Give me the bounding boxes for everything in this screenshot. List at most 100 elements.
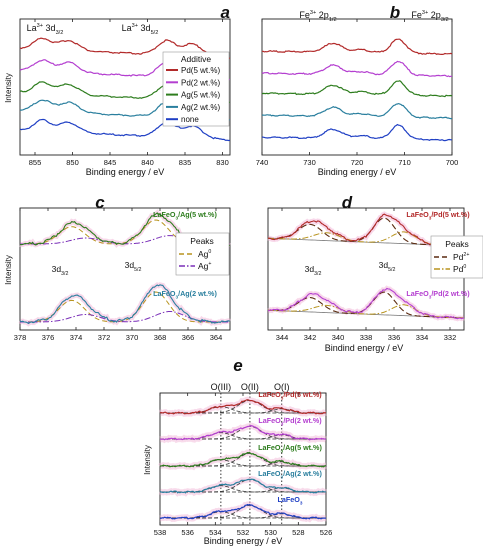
x-axis-label-e: Binding energy / eV [204,536,283,546]
legend-label-c: Ag+ [198,261,211,271]
legend-label-ag2: Ag(2 wt.%) [181,103,220,112]
guide-label: O(III) [211,382,232,392]
series-line-pd2 [267,287,465,320]
y-axis-label-c: Intensity [4,255,13,285]
series-name-pd2: LaFeO3/Pd(2 wt.%) [258,416,322,427]
x-tick-label: 720 [351,158,364,167]
series-name-pd5: LaFeO3/Pd(5 wt.%) [406,210,470,221]
x-tick-label: 378 [14,333,27,342]
panel-e: 538 536 534 532 530 528 526 e Intensity Binding e… [143,356,332,546]
panel-label-d: d [342,193,353,212]
x-tick-label: 835 [179,158,192,167]
series-line-none [19,118,231,142]
series-glow [159,500,327,523]
legend-box-a [162,51,230,127]
series-line-ag5 [261,80,453,98]
series-line-pd2 [159,424,327,441]
series-line-ag2 [19,284,231,325]
legend-label-ag5: Ag(5 wt.%) [181,91,220,100]
guide-label: O(II) [241,382,259,392]
x-tick-label: 532 [237,528,250,537]
plot-frame [19,207,231,331]
fit-ag-plus [20,311,230,323]
x-tick-label: 336 [388,333,401,342]
legend-d: Peaks Pd2+ Pd0 [430,235,483,279]
legend-label-pd5: Pd(5 wt.%) [181,66,220,75]
x-tick-label: 340 [332,333,345,342]
panel-c: 378 376 374 372 370 368 366 364 c Intensity 3d3/2 3… [4,193,231,342]
x-tick-label: 370 [126,333,139,342]
series-line-pd5 [19,37,231,60]
legend-label-d: Pd0 [453,264,466,274]
legend-box-c [175,232,230,276]
peak-label-pd-3d32: 3d3/2 [305,264,322,277]
series-line-none [261,123,452,142]
x-tick-label: 528 [292,528,305,537]
x-tick-label: 374 [70,333,83,342]
x-tick-label: 526 [320,528,333,537]
baseline [267,309,465,319]
panel-b: 740 730 720 710 700 b Fe3+ 2p1/2 Fe3+ 2p3/2 Bind… [256,3,459,177]
series-name-ag2: LaFeO3/Ag(2 wt.%) [153,289,217,300]
x-tick-label: 334 [416,333,429,342]
series-name-ag5: LaFeO3/Ag(5 wt.%) [153,210,217,221]
x-tick-label: 534 [209,528,222,537]
series-line-ag2 [159,478,327,494]
x-tick-label: 376 [42,333,55,342]
legend-label-c: Ag0 [198,249,211,259]
legend-title-a: Additive [181,54,212,64]
x-axis-label-a: Binding energy / eV [86,167,165,177]
peak-label-ag-3d32: 3d3/2 [52,264,69,277]
x-tick-label: 710 [398,158,411,167]
x-tick-label: 366 [182,333,195,342]
series-name-none: LaFeO3 [278,495,303,506]
plot-frame [19,18,231,156]
x-tick-label: 372 [98,333,111,342]
y-axis-label-e: Intensity [143,445,152,475]
x-tick-label: 368 [154,333,167,342]
x-tick-label: 845 [104,158,117,167]
legend-label-pd2: Pd(2 wt.%) [181,78,220,87]
panel-a: 855 850 845 840 835 830 a La3+ 3d3/2 La3+ 3d5/2 I… [4,3,231,177]
x-tick-label: 830 [216,158,229,167]
peak-label-fe-2p12: Fe3+ 2p1/2 [299,10,336,23]
x-tick-label: 850 [66,158,79,167]
series-line-none [159,503,327,520]
x-tick-label: 730 [303,158,316,167]
series-line-ag2 [261,102,452,120]
plot-frame [261,18,453,156]
x-tick-label: 342 [304,333,317,342]
series-name-ag2: LaFeO3/Ag(2 wt.%) [258,469,322,480]
panel-label-e: e [233,356,242,375]
x-tick-label: 855 [29,158,42,167]
series-line-ag5 [159,451,326,468]
x-tick-label: 840 [141,158,154,167]
peak-label-pd-3d52: 3d5/2 [379,260,396,273]
x-tick-label: 700 [446,158,459,167]
series-name-pd5: LaFeO3/Pd(5 wt.%) [258,390,322,401]
x-axis-label-d: Bindind energy / eV [325,343,404,353]
legend-label-d: Pd2+ [453,252,469,262]
series-name-ag5: LaFeO3/Ag(5 wt.%) [258,443,322,454]
peak-label-fe-2p32: Fe3+ 2p3/2 [411,10,448,23]
legend-c: Peaks Ag0 Ag+ [175,232,230,276]
legend-a: Additive Pd(5 wt.%) Pd(2 wt.%) Ag(5 wt.%) Ag… [162,51,230,127]
peak-label-la-3d52: La3+ 3d5/2 [122,23,159,36]
y-axis-label-a: Intensity [4,73,13,103]
legend-title-d: Peaks [445,239,469,249]
x-axis-label-b: Binding energy / eV [318,167,397,177]
x-tick-label: 530 [264,528,277,537]
x-tick-label: 332 [444,333,457,342]
series-line-pd2 [261,60,452,78]
panel-label-b: b [390,3,400,22]
x-tick-label: 364 [210,333,223,342]
legend-box-d [430,235,483,279]
x-tick-label: 344 [276,333,289,342]
x-tick-label: 740 [256,158,269,167]
series-line-pd5 [262,38,453,55]
series-line-pd5 [159,399,327,415]
panel-label-c: c [95,193,105,212]
x-tick-label: 538 [154,528,167,537]
panel-d: 344 342 340 338 336 334 332 d 3d3/2 3d5/2 Bindind … [267,193,483,353]
